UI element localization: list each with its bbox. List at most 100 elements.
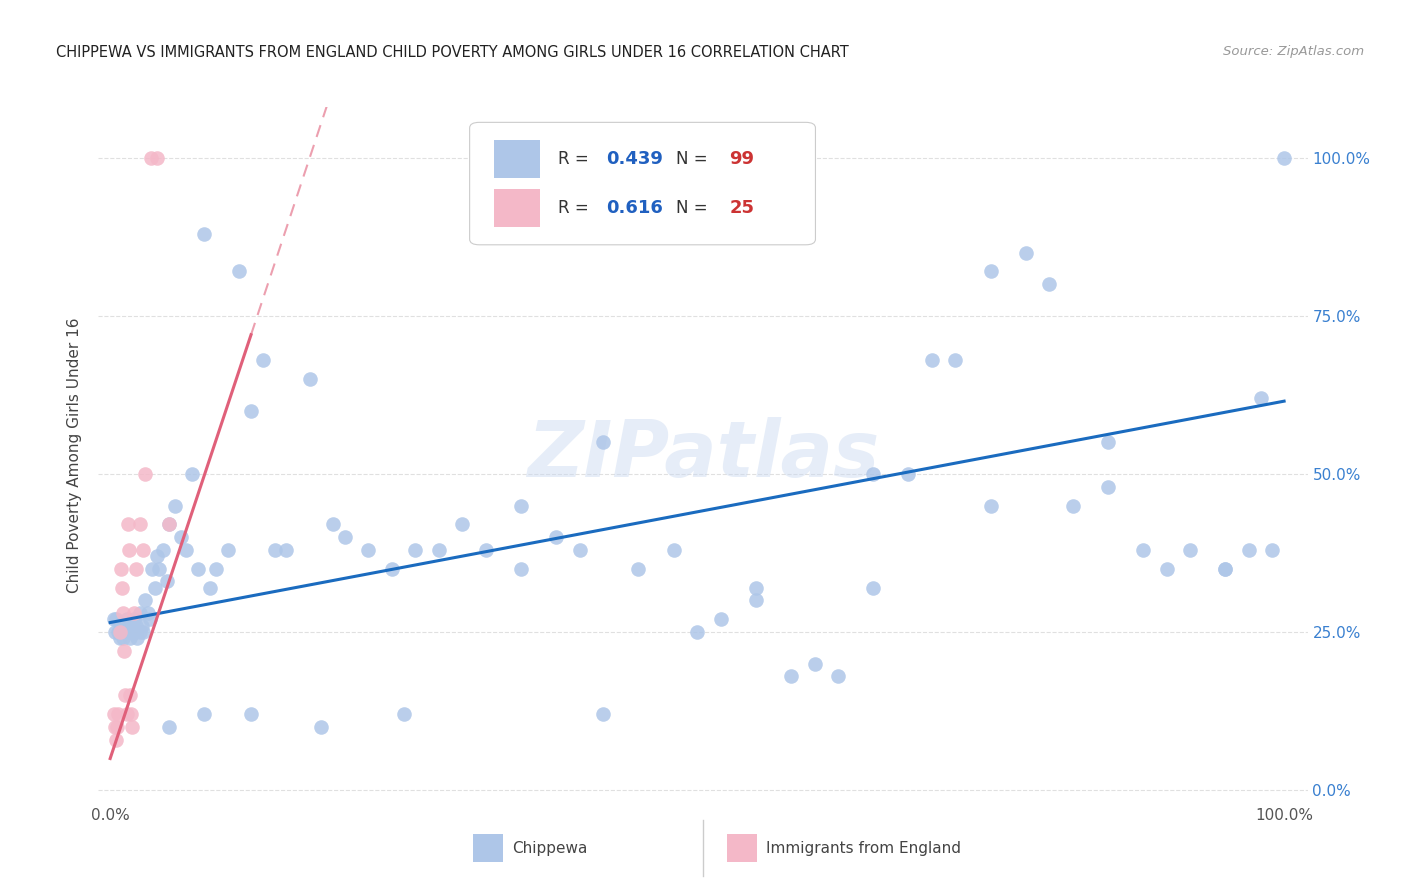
- Point: [111, 625, 134, 640]
- Text: N =: N =: [676, 199, 709, 217]
- Text: N =: N =: [676, 150, 709, 169]
- Point: [117, 625, 139, 640]
- Point: [198, 581, 221, 595]
- Point: [155, 574, 177, 589]
- Bar: [474, 834, 503, 862]
- Point: [1097, 479, 1119, 493]
- Point: [510, 499, 533, 513]
- Point: [103, 612, 125, 626]
- Point: [169, 530, 191, 544]
- Point: [1132, 542, 1154, 557]
- Text: CHIPPEWA VS IMMIGRANTS FROM ENGLAND CHILD POVERTY AMONG GIRLS UNDER 16 CORRELATI: CHIPPEWA VS IMMIGRANTS FROM ENGLAND CHIL…: [56, 45, 849, 60]
- Point: [252, 353, 274, 368]
- Point: [381, 562, 404, 576]
- Point: [568, 542, 591, 557]
- Point: [146, 549, 169, 563]
- Point: [120, 688, 142, 702]
- Point: [1097, 435, 1119, 450]
- Point: [475, 542, 498, 557]
- Point: [204, 562, 226, 576]
- Point: [163, 499, 186, 513]
- Point: [392, 707, 415, 722]
- Point: [945, 353, 967, 368]
- Point: [128, 625, 150, 640]
- Point: [1237, 542, 1260, 557]
- Point: [780, 669, 803, 683]
- Point: [1156, 562, 1178, 576]
- Point: [263, 542, 285, 557]
- Point: [404, 542, 426, 557]
- Point: [921, 353, 943, 368]
- Point: [276, 542, 298, 557]
- Point: [115, 707, 138, 722]
- Text: ZIPatlas: ZIPatlas: [527, 417, 879, 493]
- Point: [132, 542, 155, 557]
- Point: [122, 606, 145, 620]
- Point: [357, 542, 380, 557]
- Point: [120, 632, 142, 646]
- Point: [897, 467, 920, 481]
- Point: [141, 562, 163, 576]
- Point: [662, 542, 685, 557]
- Point: [114, 688, 136, 702]
- Point: [110, 618, 132, 632]
- Point: [103, 707, 125, 722]
- Point: [862, 467, 884, 481]
- Point: [124, 625, 146, 640]
- Text: 25: 25: [730, 199, 755, 217]
- Point: [141, 151, 163, 165]
- Point: [115, 612, 138, 626]
- Point: [148, 562, 170, 576]
- Point: [745, 593, 768, 607]
- Text: 99: 99: [730, 150, 755, 169]
- Point: [105, 720, 128, 734]
- Point: [125, 562, 148, 576]
- Bar: [494, 140, 540, 178]
- Point: [827, 669, 849, 683]
- Point: [117, 517, 139, 532]
- Point: [333, 530, 356, 544]
- Point: [298, 372, 321, 386]
- Point: [121, 720, 143, 734]
- Point: [105, 732, 128, 747]
- Point: [128, 606, 150, 620]
- Point: [176, 542, 198, 557]
- Point: [105, 612, 128, 626]
- Point: [427, 542, 450, 557]
- Point: [592, 435, 614, 450]
- Point: [1215, 562, 1237, 576]
- Point: [1038, 277, 1060, 292]
- Point: [217, 542, 239, 557]
- Point: [1272, 151, 1295, 165]
- Text: 0.616: 0.616: [606, 199, 664, 217]
- Point: [546, 530, 568, 544]
- Point: [122, 612, 145, 626]
- Point: [134, 467, 156, 481]
- Point: [187, 562, 209, 576]
- Point: [980, 264, 1002, 278]
- Point: [108, 625, 131, 640]
- Bar: [494, 189, 540, 227]
- Point: [311, 720, 333, 734]
- Bar: [727, 834, 758, 862]
- Point: [125, 618, 148, 632]
- Point: [112, 606, 135, 620]
- Point: [686, 625, 709, 640]
- Point: [120, 618, 142, 632]
- Point: [1215, 562, 1237, 576]
- Point: [117, 618, 139, 632]
- Point: [110, 562, 132, 576]
- Point: [152, 542, 174, 557]
- Point: [1250, 391, 1272, 405]
- Point: [1062, 499, 1084, 513]
- Point: [322, 517, 344, 532]
- Point: [803, 657, 825, 671]
- Point: [193, 707, 215, 722]
- Point: [121, 625, 143, 640]
- Point: [107, 625, 129, 640]
- Point: [627, 562, 650, 576]
- Point: [143, 581, 166, 595]
- Point: [510, 562, 533, 576]
- Point: [745, 581, 768, 595]
- Point: [128, 517, 150, 532]
